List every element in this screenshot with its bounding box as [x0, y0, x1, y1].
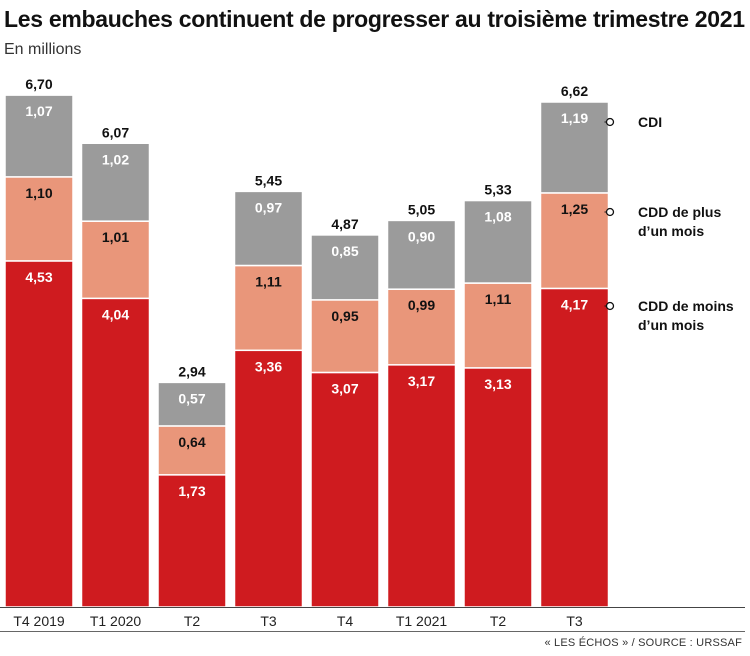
- legend-marker: [605, 117, 615, 127]
- legend-label: d’un mois: [638, 317, 704, 333]
- segment-value-label: 3,36: [255, 358, 282, 374]
- bar-total-label: 6,07: [102, 124, 129, 140]
- x-tick-label: T3: [566, 613, 583, 629]
- segment-value-label: 1,02: [102, 151, 129, 167]
- segment-value-label: 0,95: [331, 308, 358, 324]
- segment-value-label: 1,01: [102, 229, 129, 245]
- segment-value-label: 1,07: [25, 103, 52, 119]
- segment-value-label: 1,08: [484, 209, 511, 225]
- bar-total-label: 6,62: [561, 83, 588, 99]
- bar-segment: [463, 367, 533, 608]
- segment-value-label: 1,10: [25, 185, 52, 201]
- bar-total-label: 5,05: [408, 201, 435, 217]
- bar-segment: [386, 364, 457, 608]
- legend-label: CDD de plus: [638, 204, 721, 220]
- segment-value-label: 0,99: [408, 297, 435, 313]
- bar-segment: [463, 199, 533, 284]
- bar-total-label: 6,70: [25, 76, 52, 92]
- x-tick-label: T2: [184, 613, 201, 629]
- segment-value-label: 4,17: [561, 296, 588, 312]
- legend-label: CDI: [638, 114, 662, 130]
- segment-value-label: 0,64: [178, 434, 205, 450]
- bar-total-label: 2,94: [178, 363, 205, 379]
- bar-segment: [233, 190, 304, 267]
- segment-value-label: 1,11: [255, 273, 282, 289]
- segment-value-label: 3,07: [331, 380, 358, 396]
- bar-segment: [80, 142, 151, 222]
- x-tick-label: T4 2019: [13, 613, 65, 629]
- segment-value-label: 4,04: [102, 306, 129, 322]
- x-tick-label: T3: [260, 613, 277, 629]
- legend-label: d’un mois: [638, 223, 704, 239]
- bar-segment: [386, 219, 457, 290]
- bar-segment: [4, 176, 74, 262]
- bar-total-label: 5,33: [484, 182, 511, 198]
- bar-total-label: 5,45: [255, 172, 282, 188]
- bar-segment: [539, 192, 610, 290]
- segment-value-label: 1,73: [178, 483, 205, 499]
- bar-segment: [4, 260, 74, 608]
- segment-value-label: 0,85: [331, 243, 358, 259]
- chart-subtitle: En millions: [4, 41, 82, 58]
- bar-segment: [80, 297, 151, 608]
- bar-segment: [310, 234, 380, 301]
- bar-segment: [4, 94, 74, 178]
- chart-title: Les embauches continuent de progresser a…: [4, 6, 745, 32]
- segment-value-label: 1,25: [561, 201, 588, 217]
- segment-value-label: 4,53: [25, 269, 52, 285]
- segment-value-label: 1,19: [561, 110, 588, 126]
- legend-marker: [605, 207, 615, 217]
- segment-value-label: 1,11: [485, 291, 512, 307]
- x-tick-label: T1 2020: [90, 613, 142, 629]
- segment-value-label: 3,17: [408, 373, 435, 389]
- bar-segment: [539, 101, 610, 194]
- legend-label: CDD de moins: [638, 298, 734, 314]
- segment-value-label: 0,57: [178, 390, 205, 406]
- bar-segment: [539, 287, 610, 608]
- bar-segment: [157, 381, 227, 427]
- bar-segment: [310, 371, 380, 608]
- bar-total-label: 4,87: [331, 216, 358, 232]
- bar-segment: [80, 220, 151, 300]
- bar-segment: [233, 349, 304, 608]
- legend-marker: [605, 301, 615, 311]
- source-note: « LES ÉCHOS » / SOURCE : URSSAF: [544, 637, 742, 649]
- segment-value-label: 3,13: [484, 376, 511, 392]
- segment-value-label: 0,97: [255, 199, 282, 215]
- x-tick-label: T2: [490, 613, 507, 629]
- x-tick-label: T1 2021: [396, 613, 448, 629]
- segment-value-label: 0,90: [408, 228, 435, 244]
- bar-segment: [310, 299, 380, 374]
- x-tick-label: T4: [337, 613, 354, 629]
